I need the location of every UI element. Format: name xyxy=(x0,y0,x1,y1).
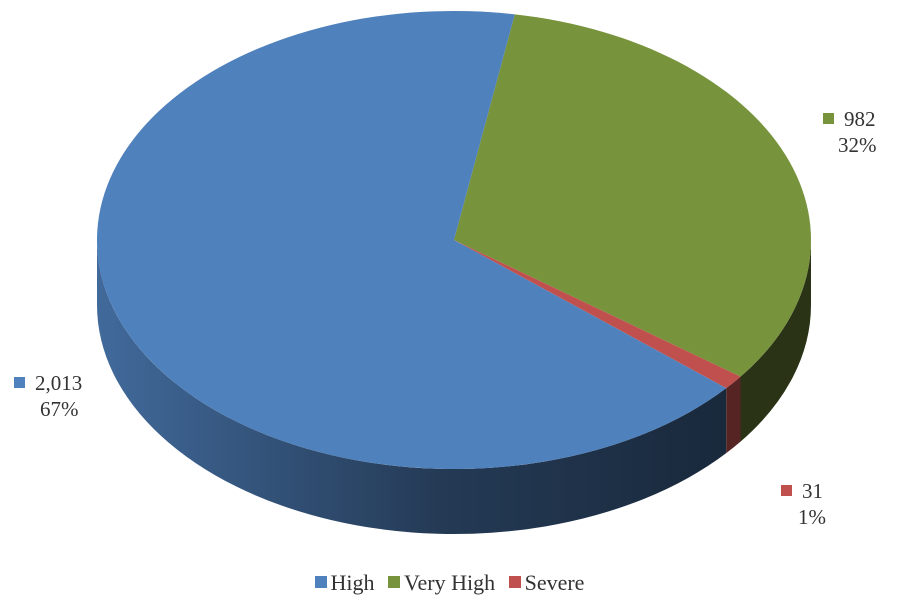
legend-item-severe: Severe xyxy=(508,570,585,596)
label-high-value: 2,013 xyxy=(35,371,83,395)
legend-swatch-high xyxy=(314,576,327,588)
label-severe: 31 1% xyxy=(781,478,826,530)
pie-side-very-high xyxy=(740,240,811,442)
label-high-percent: 67% xyxy=(40,397,79,421)
legend-item-very-high: Very High xyxy=(388,570,495,596)
label-high-swatch xyxy=(14,377,25,388)
pie-slice-severe xyxy=(454,240,741,389)
pie-side-high xyxy=(97,240,727,534)
legend-label-severe: Severe xyxy=(524,570,585,595)
pie-slice-high xyxy=(97,10,727,470)
label-severe-swatch xyxy=(781,485,792,496)
legend-swatch-severe xyxy=(508,576,521,588)
label-very-high: 982 32% xyxy=(823,106,877,158)
legend-swatch-very-high xyxy=(388,576,401,588)
label-high: 2,013 67% xyxy=(14,370,82,422)
label-severe-value: 31 xyxy=(802,479,823,503)
label-very-high-swatch xyxy=(823,113,834,124)
label-very-high-value: 982 xyxy=(844,107,876,131)
label-severe-percent: 1% xyxy=(798,505,826,529)
legend-label-very-high: Very High xyxy=(404,570,496,595)
legend-item-high: High xyxy=(314,570,375,596)
legend: High Very High Severe xyxy=(0,570,899,596)
pie-side-severe xyxy=(726,376,741,454)
pie-slice-very-high xyxy=(454,14,811,377)
legend-label-high: High xyxy=(330,570,375,595)
label-very-high-percent: 32% xyxy=(838,133,877,157)
